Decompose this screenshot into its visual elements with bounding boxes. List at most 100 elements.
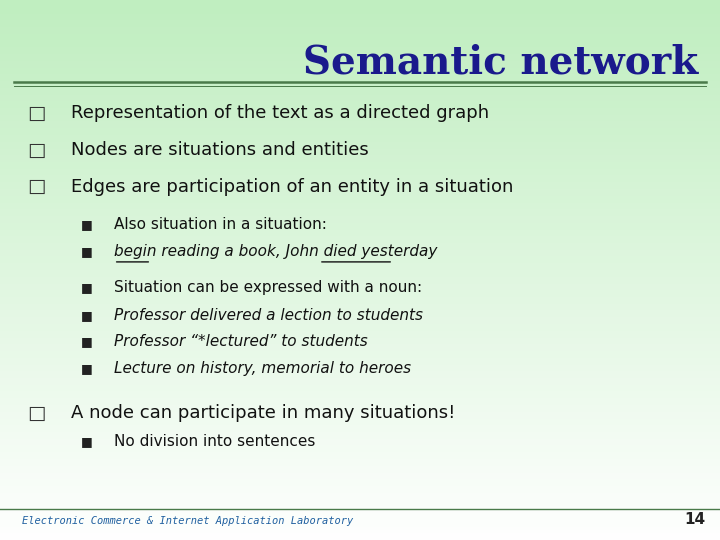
Text: □: □ [27, 403, 45, 423]
Bar [0, 183, 720, 189]
Bar [0, 270, 720, 276]
Bar [0, 195, 720, 202]
Bar [0, 411, 720, 418]
Bar [0, 399, 720, 405]
Bar [0, 351, 720, 357]
Text: ■: ■ [81, 335, 92, 348]
Text: Semantic network: Semantic network [303, 43, 698, 81]
Bar [0, 237, 720, 243]
Bar [0, 405, 720, 411]
Bar [0, 291, 720, 297]
Bar [0, 14, 720, 20]
Bar [0, 135, 720, 141]
Text: Professor delivered a lection to students: Professor delivered a lection to student… [114, 308, 423, 323]
Bar [0, 0, 720, 6]
Bar [0, 122, 720, 128]
Text: ■: ■ [81, 435, 92, 448]
Bar [0, 230, 720, 237]
Bar [0, 87, 720, 94]
Bar [0, 297, 720, 303]
Bar [0, 384, 720, 391]
Bar [0, 222, 720, 230]
Text: Electronic Commerce & Internet Application Laboratory: Electronic Commerce & Internet Applicati… [22, 516, 353, 526]
Bar [0, 243, 720, 249]
Bar [0, 310, 720, 317]
Text: Lecture on history, memorial to heroes: Lecture on history, memorial to heroes [114, 361, 411, 376]
Bar [0, 534, 720, 540]
Bar [0, 40, 720, 47]
Bar [0, 20, 720, 27]
Bar [0, 47, 720, 54]
Bar [0, 513, 720, 519]
Bar [0, 357, 720, 364]
Bar [0, 6, 720, 14]
Bar [0, 68, 720, 74]
Bar [0, 94, 720, 102]
Bar [0, 202, 720, 209]
Bar [0, 472, 720, 480]
Text: □: □ [27, 177, 45, 197]
Bar [0, 480, 720, 486]
Bar [0, 519, 720, 526]
Bar [0, 392, 720, 399]
Text: Also situation in a situation:: Also situation in a situation: [114, 217, 327, 232]
Bar [0, 378, 720, 384]
Bar [0, 492, 720, 500]
Bar [0, 465, 720, 472]
Bar [0, 418, 720, 426]
Bar [0, 364, 720, 372]
Bar [0, 216, 720, 222]
Text: 14: 14 [685, 511, 706, 526]
Bar [0, 209, 720, 216]
Bar [0, 189, 720, 195]
Bar [0, 60, 720, 68]
Bar [0, 176, 720, 183]
Text: ■: ■ [81, 309, 92, 322]
Bar [0, 162, 720, 168]
Bar [0, 303, 720, 310]
Bar [0, 345, 720, 351]
Text: ■: ■ [81, 245, 92, 258]
Bar [0, 486, 720, 492]
Bar [0, 507, 720, 513]
Bar [0, 128, 720, 135]
Text: ■: ■ [81, 362, 92, 375]
Text: Nodes are situations and entities: Nodes are situations and entities [71, 141, 369, 159]
Bar [0, 74, 720, 81]
Bar [0, 324, 720, 330]
Bar [0, 426, 720, 432]
Bar [0, 155, 720, 162]
Bar [0, 459, 720, 465]
Bar [0, 108, 720, 115]
Bar [0, 526, 720, 534]
Bar [0, 372, 720, 378]
Bar [0, 27, 720, 33]
Bar [0, 438, 720, 445]
Text: Professor “*lectured” to students: Professor “*lectured” to students [114, 334, 367, 349]
Text: ■: ■ [81, 281, 92, 294]
Bar [0, 263, 720, 270]
Bar [0, 453, 720, 459]
Bar [0, 256, 720, 263]
Bar [0, 249, 720, 256]
Bar [0, 33, 720, 40]
Bar [0, 81, 720, 87]
Bar [0, 54, 720, 60]
Text: A node can participate in many situations!: A node can participate in many situation… [71, 404, 455, 422]
Bar [0, 141, 720, 149]
Bar [0, 148, 720, 156]
Text: begin reading a book, John died yesterday: begin reading a book, John died yesterda… [114, 244, 437, 259]
Bar [0, 284, 720, 291]
Bar [0, 432, 720, 438]
Bar [0, 115, 720, 122]
Text: ■: ■ [81, 218, 92, 231]
Bar [0, 168, 720, 176]
Text: Representation of the text as a directed graph: Representation of the text as a directed… [71, 104, 489, 123]
Bar [0, 102, 720, 108]
Text: No division into sentences: No division into sentences [114, 434, 315, 449]
Bar [0, 330, 720, 338]
Bar [0, 276, 720, 284]
Text: □: □ [27, 140, 45, 160]
Bar [0, 338, 720, 345]
Bar [0, 500, 720, 507]
